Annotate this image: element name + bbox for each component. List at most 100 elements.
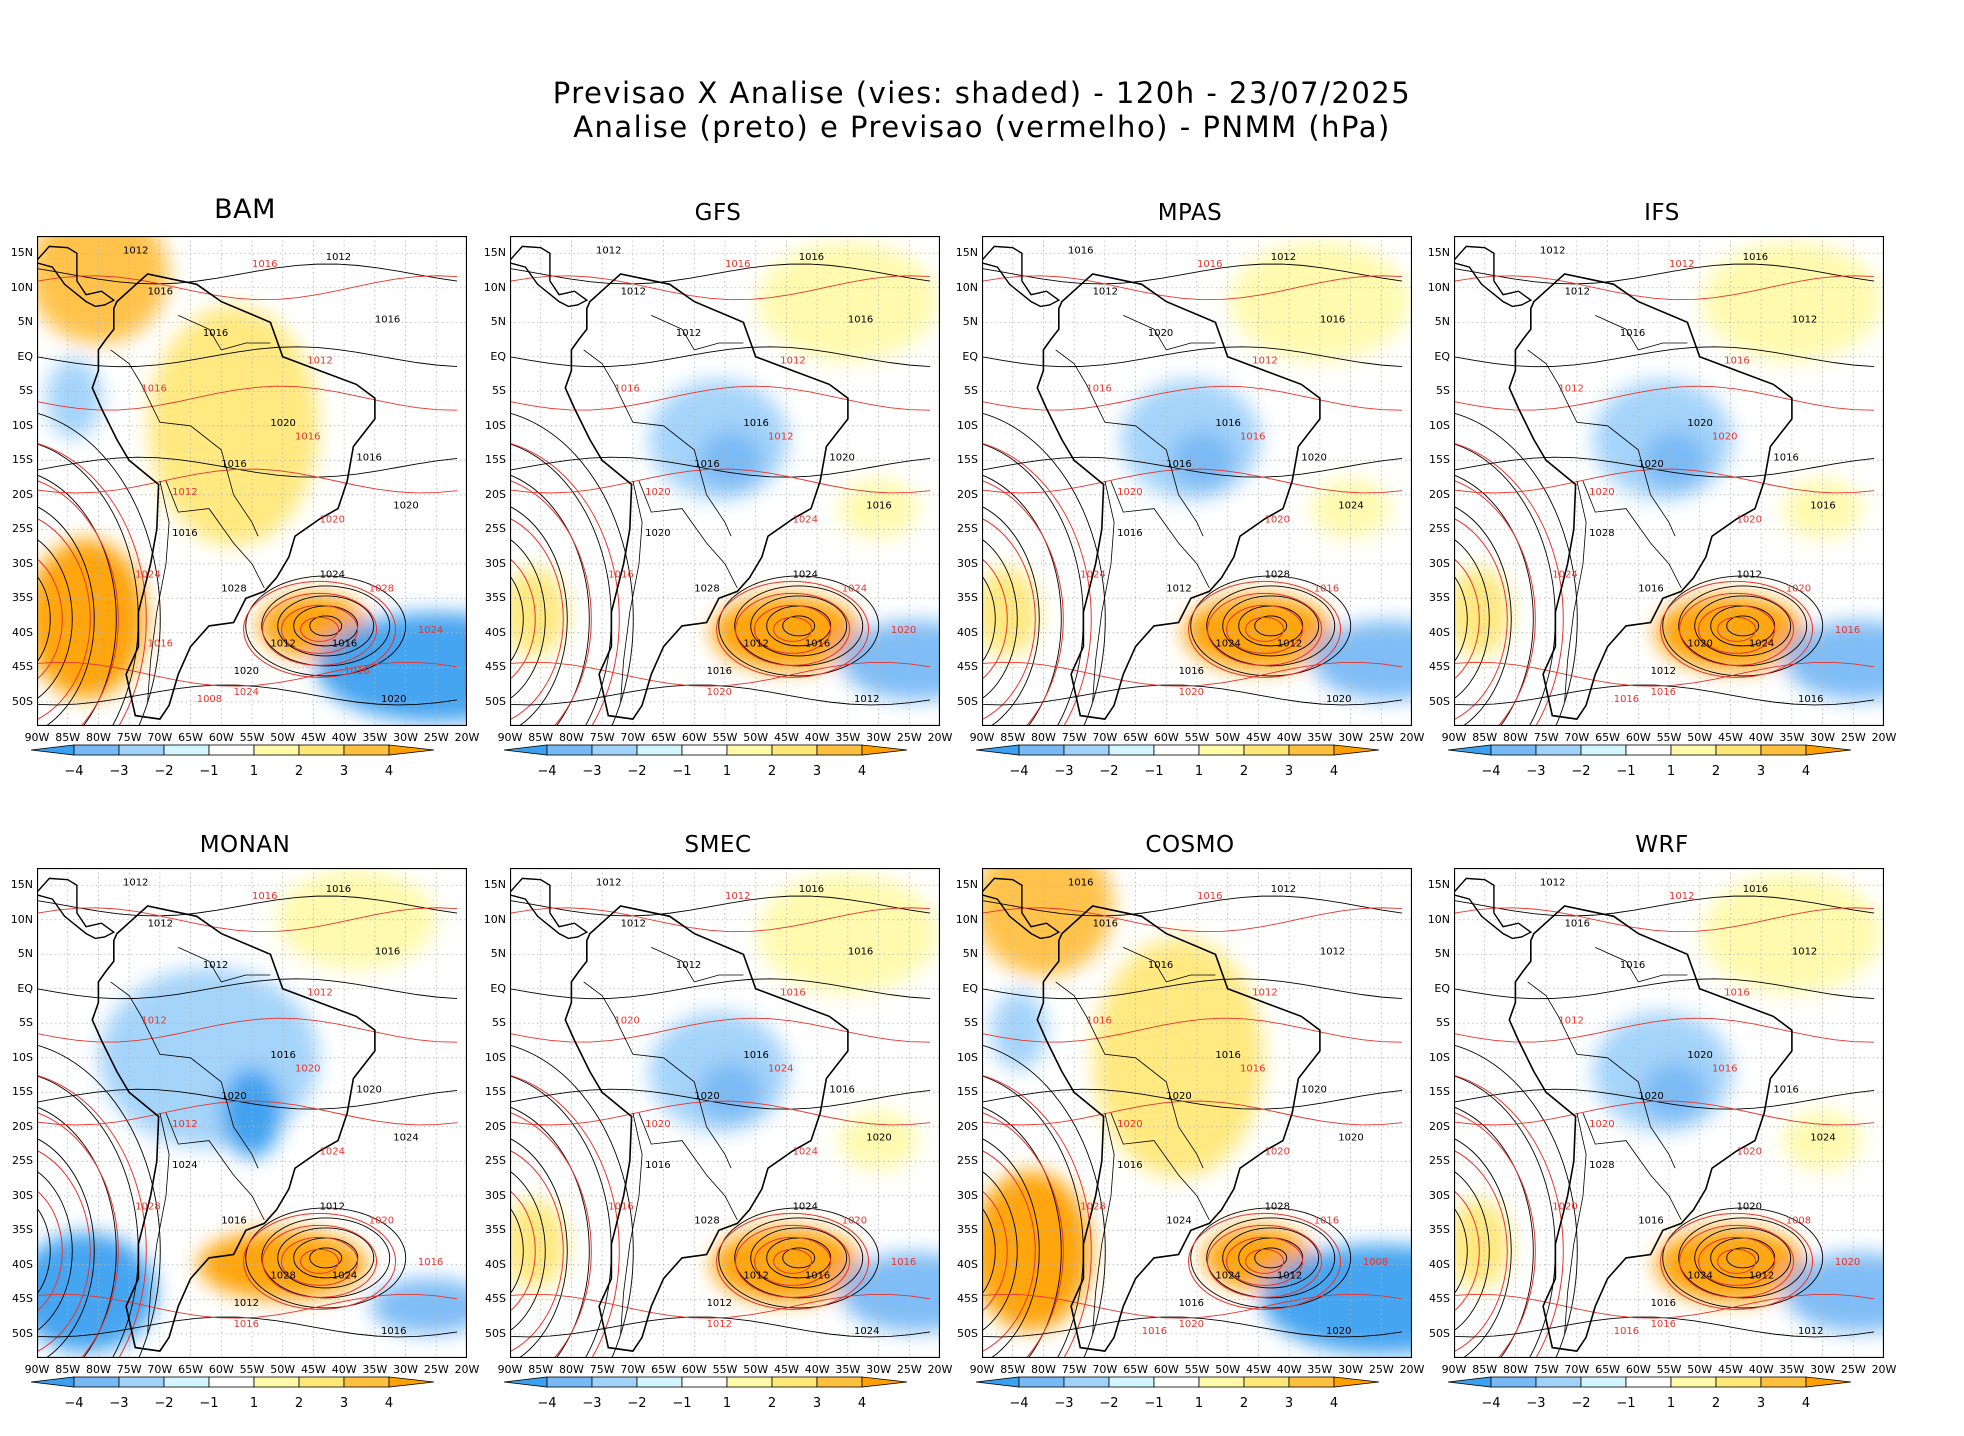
lon-tick-label: 20W: [1399, 731, 1425, 744]
colorbar-label: −4: [537, 1396, 557, 1411]
lon-tick-label: 85W: [1472, 731, 1498, 744]
analysis-isobar: [37, 538, 73, 700]
forecast-isobar: [510, 1100, 931, 1126]
forecast-isobar: [1717, 616, 1757, 642]
colorbar-label: 4: [1801, 764, 1811, 779]
colorbar-swatch: [1153, 1376, 1200, 1388]
colorbar-swatch: [388, 744, 435, 756]
colorbar-swatch: [118, 1376, 165, 1388]
analysis-isobar-label: 1012: [1277, 639, 1302, 650]
analysis-isobar: [245, 1207, 407, 1309]
analysis-isobar-label: 1016: [1620, 328, 1645, 339]
bias-region: [1784, 1252, 1884, 1333]
lat-tick-label: 10S: [957, 418, 978, 432]
graticule: [1454, 236, 1884, 726]
forecast-isobar-label: 1008: [1363, 1257, 1388, 1268]
analysis-isobar: [750, 595, 848, 657]
analysis-isobar-label: 1012: [1749, 1271, 1774, 1282]
forecast-isobar: [982, 517, 1036, 721]
lon-tick-label: 25W: [896, 1363, 922, 1376]
analysis-isobar: [734, 585, 864, 667]
lon-tick-label: 80W: [1502, 1363, 1528, 1376]
forecast-isobar: [1454, 1190, 1480, 1312]
map-frame: [37, 868, 467, 1358]
analysis-isobar-label: 1028: [1589, 528, 1614, 539]
analysis-isobar: [37, 1207, 51, 1295]
lat-tick-label: 10S: [1429, 418, 1450, 432]
lon-tick-label: 90W: [24, 1363, 50, 1376]
analysis-isobar-label: 1016: [326, 884, 351, 895]
lat-tick-label: 15S: [12, 453, 33, 467]
analysis-isobar-label: 1016: [1565, 919, 1590, 930]
analysis-isobar-label: 1012: [854, 694, 879, 705]
analysis-isobar: [1662, 1207, 1824, 1309]
analysis-isobar-label: 1016: [1215, 1050, 1240, 1061]
lat-tick-label: 5S: [964, 384, 978, 398]
forecast-isobar: [510, 1017, 931, 1043]
lon-tick-label: 50W: [743, 1363, 769, 1376]
lon-tick-label: 35W: [362, 1363, 388, 1376]
analysis-isobar: [734, 1217, 864, 1299]
colorbar-label: 4: [857, 1396, 867, 1411]
bias-region: [982, 868, 1114, 976]
forecast-isobar-label: 1024: [1080, 570, 1105, 581]
colorbar-label: 4: [1801, 1396, 1811, 1411]
bias-region: [1229, 241, 1410, 362]
analysis-isobar: [982, 538, 1018, 700]
lon-tick-label: 50W: [1215, 1363, 1241, 1376]
lon-tick-label: 20W: [454, 731, 480, 744]
lon-tick-label: 25W: [896, 731, 922, 744]
analysis-isobar: [261, 585, 391, 667]
map-area: 1012 1016 1012 1012 1016 1020 1020 1016 1016 1028…: [1428, 236, 1896, 744]
south-america-coastline: [1036, 905, 1321, 1352]
forecast-isobar-label: 1020: [295, 1064, 320, 1075]
forecast-isobar: [1454, 661, 1875, 687]
map-panel-mpas: MPAS 1016 1012 1012 1016 1020 1016 1016 1020 1024…: [956, 200, 1425, 779]
analysis-isobar: [782, 615, 816, 637]
analysis-isobar-label: 1024: [1810, 1133, 1835, 1144]
analysis-isobar: [718, 575, 880, 677]
analysis-isobar-label: 1024: [854, 1326, 879, 1337]
forecast-isobar-label: 1020: [645, 1119, 670, 1130]
lat-tick-label: 10S: [12, 418, 33, 432]
lat-tick-label: 30S: [1429, 1188, 1450, 1202]
forecast-isobar-label: 1020: [707, 687, 732, 698]
lon-tick-label: 35W: [362, 731, 388, 744]
forecast-isobar-label: 1016: [418, 1257, 443, 1268]
lat-tick-label: 20S: [12, 1119, 33, 1133]
analysis-isobar-label: 1020: [829, 452, 854, 463]
analysis-isobar-label: 1016: [203, 328, 228, 339]
lon-tick-label: 25W: [1368, 731, 1394, 744]
central-america-coastline: [982, 245, 1061, 308]
lat-tick-label: 50S: [12, 1326, 33, 1340]
colorbar-swatch: [1670, 1376, 1717, 1388]
colorbar-label: −4: [1009, 764, 1029, 779]
bias-field: 1012101210161016101610201016101610201016…: [37, 236, 467, 726]
forecast-isobar-label: 1012: [307, 988, 332, 999]
forecast-isobar: [1660, 580, 1814, 678]
forecast-isobar: [37, 385, 458, 411]
colorbar: −4 −3 −2 −1 1 2 3 4: [502, 1376, 911, 1411]
forecast-isobar: [37, 661, 458, 687]
analysis-isobar-label: 1028: [694, 1215, 719, 1226]
analysis-isobar-label: 1016: [743, 1050, 768, 1061]
analysis-isobar: [982, 1170, 1018, 1332]
analysis-isobar-label: 1016: [805, 639, 830, 650]
analysis-isobar-label: 1028: [270, 1271, 295, 1282]
lon-tick-label: 80W: [85, 731, 111, 744]
forecast-isobar: [37, 1017, 458, 1043]
colorbar-swatch: [1535, 744, 1582, 756]
lon-tick-label: 70W: [1564, 731, 1590, 744]
analysis-isobar-label: 1016: [375, 314, 400, 325]
colorbar-label: −1: [1144, 764, 1164, 779]
bias-region: [990, 990, 1047, 1071]
analysis-isobar: [37, 1170, 73, 1332]
bias-region: [37, 1232, 157, 1353]
country-border: [638, 480, 738, 589]
analysis-isobar: [1454, 1106, 1534, 1358]
forecast-isobar-label: 1016: [1724, 988, 1749, 999]
colorbar-label: −3: [109, 764, 129, 779]
lat-tick-label: 5N: [490, 315, 506, 329]
analysis-isobar-label: 1020: [645, 528, 670, 539]
forecast-isobar-label: 1016: [1651, 687, 1676, 698]
